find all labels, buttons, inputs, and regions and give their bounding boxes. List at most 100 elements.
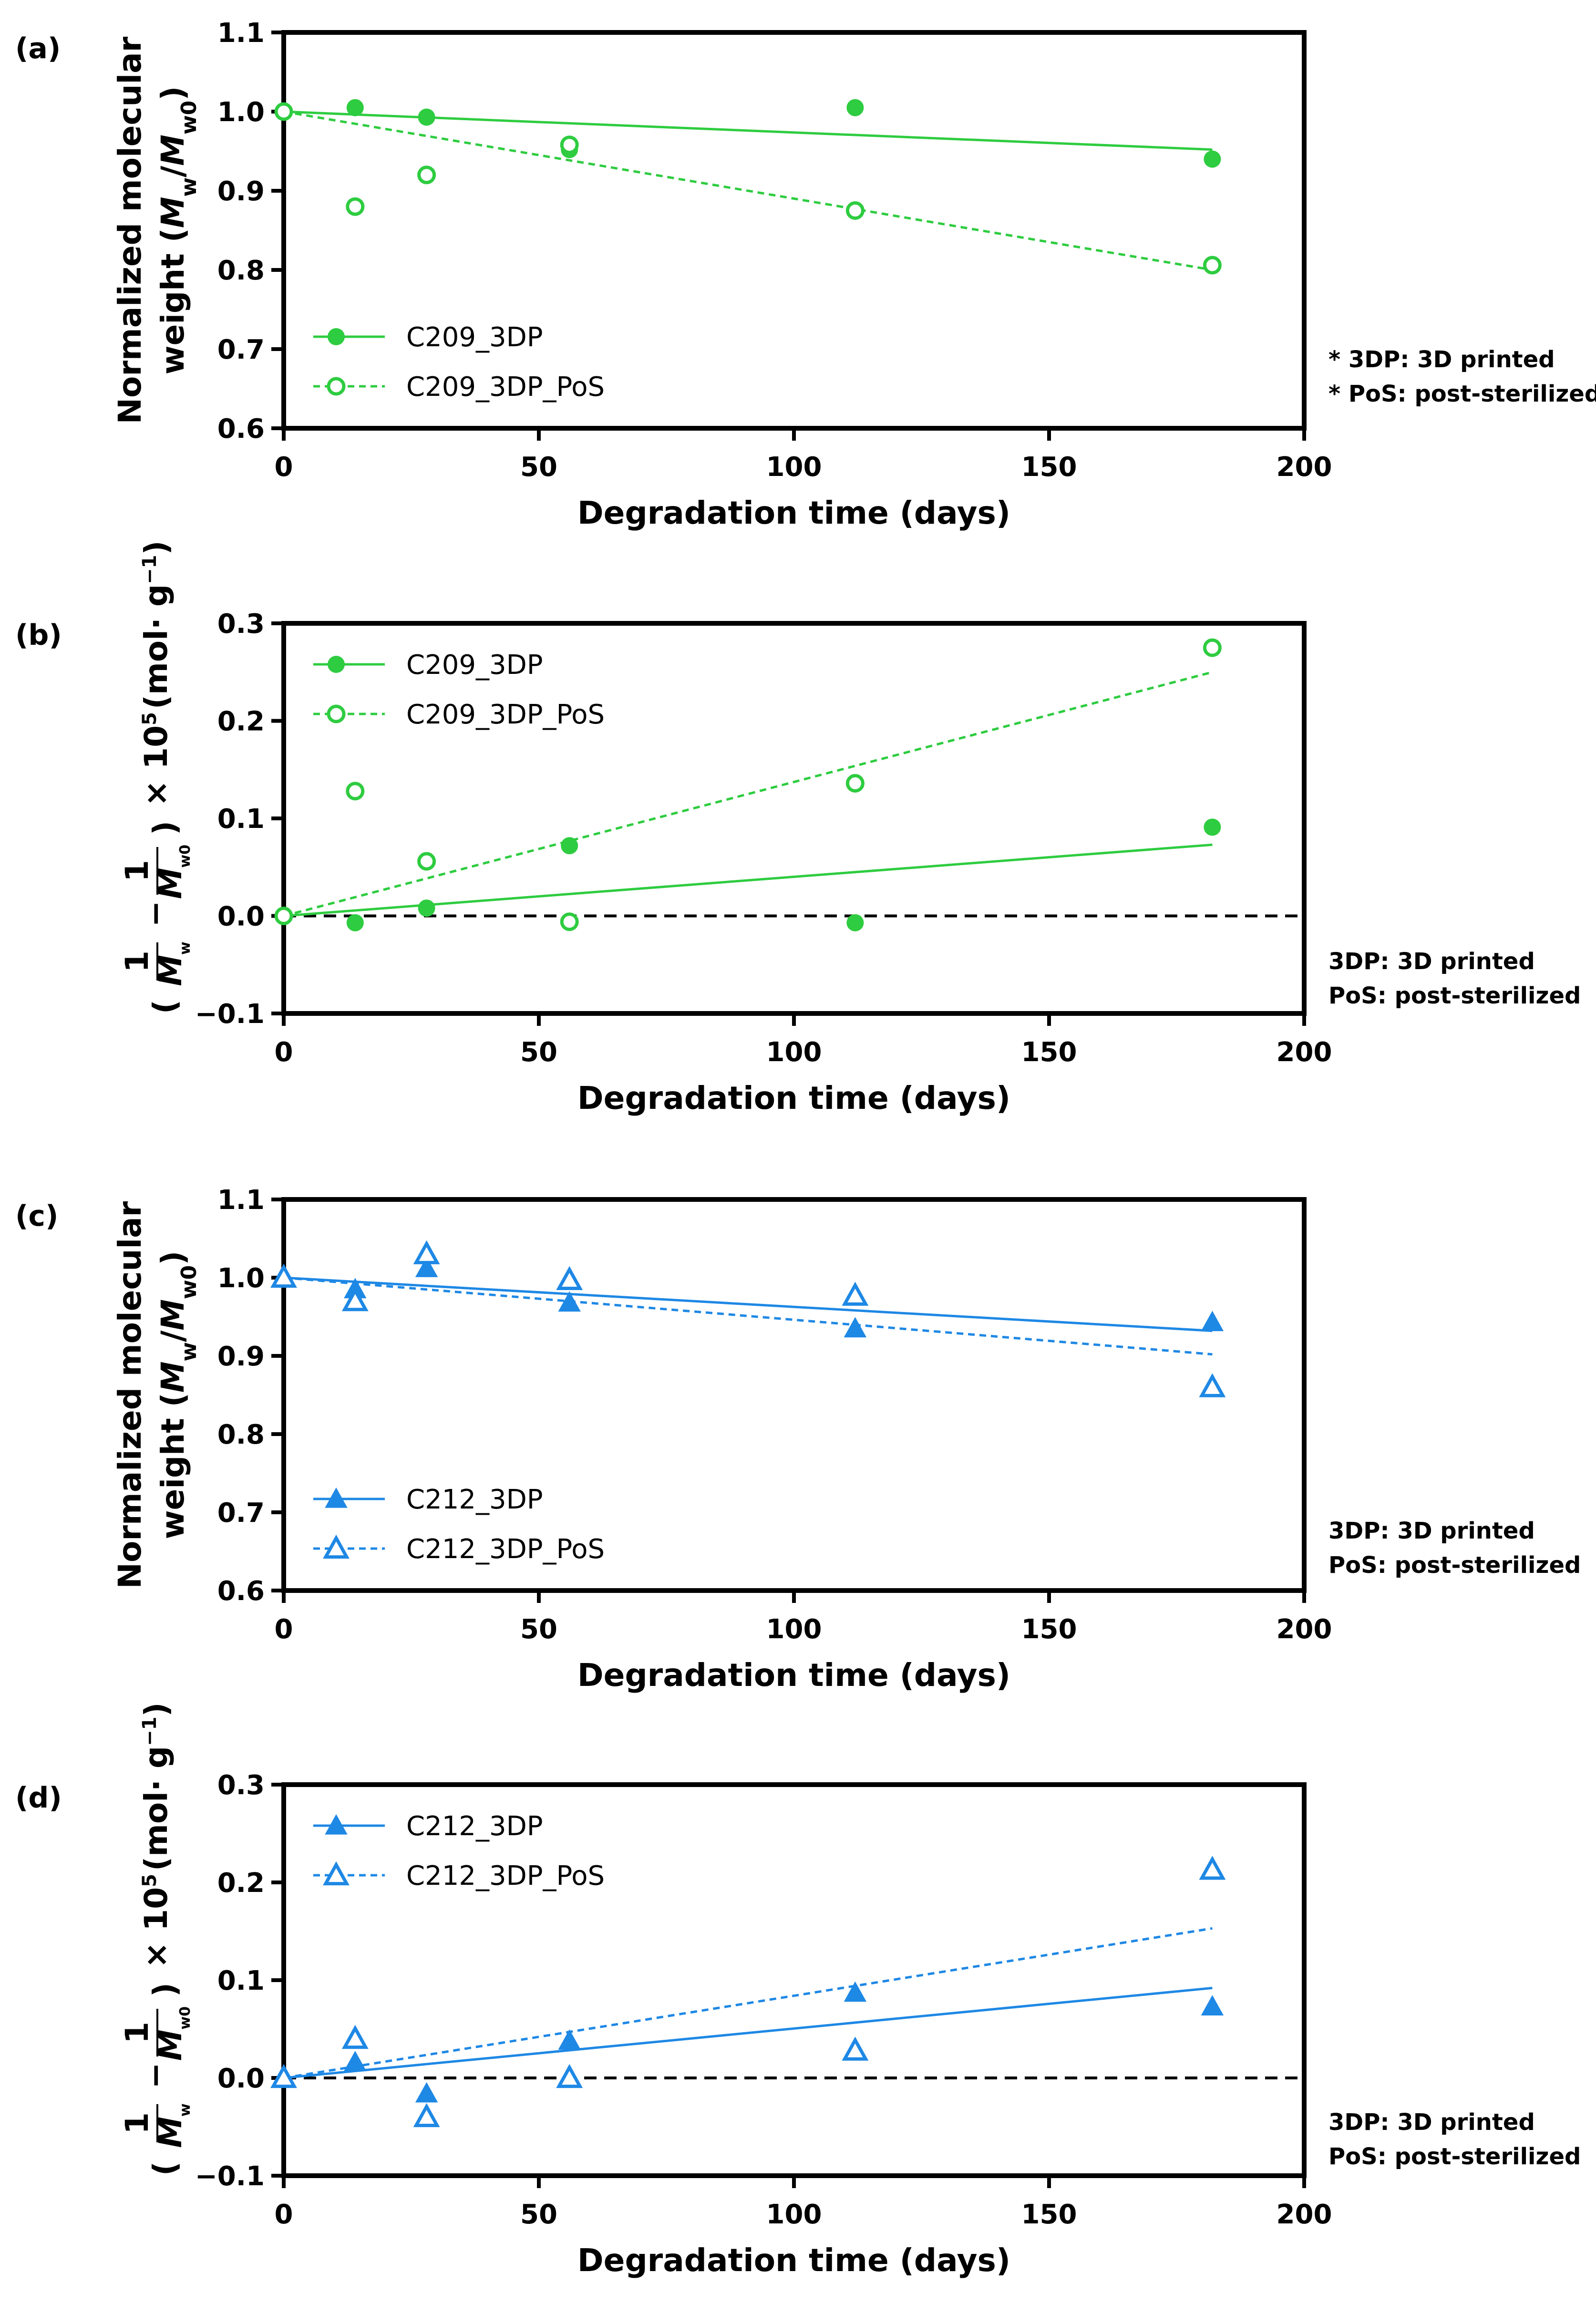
y-title-num1: 1 <box>119 951 155 972</box>
fit-line <box>283 843 1213 917</box>
x-axis-title: Degradation time (days) <box>577 1657 1010 1694</box>
legend-label: C209_3DP_PoS <box>406 699 605 730</box>
series-C212_3DP_PoS <box>270 1240 1226 1397</box>
series-C212_3DP_PoS <box>270 1856 1226 2128</box>
data-point <box>418 108 435 126</box>
data-point <box>844 1981 867 2002</box>
data-point <box>270 2064 297 2088</box>
y-tick-label: 0.3 <box>217 609 265 640</box>
x-tick-label: 100 <box>766 1037 822 1068</box>
legend-marker <box>328 328 345 345</box>
legend-label: C212_3DP <box>406 1811 543 1842</box>
legend-label: C209_3DP_PoS <box>406 372 605 403</box>
legend-label: C209_3DP <box>406 650 543 681</box>
y-title-paren-right: ) <box>146 821 183 835</box>
y-title-den1: Mw <box>152 2103 194 2148</box>
panel-b: (b) 0 50 100 150 200 −0.1 0.0 0.1 0.2 0.3 Degradati… <box>15 540 1581 1116</box>
y-axis-title-line1: Normalized molecular <box>112 1201 148 1589</box>
abbreviation-note: 3DP: 3D printed <box>1328 1518 1535 1544</box>
data-point <box>346 197 365 216</box>
x-tick-label: 0 <box>275 2199 293 2230</box>
fit-line <box>283 110 1213 151</box>
y-tick-label: 0.8 <box>217 1419 265 1450</box>
abbreviation-note: PoS: post-sterilized <box>1328 1552 1581 1579</box>
series-C209_3DP_PoS <box>274 102 1222 275</box>
data-point <box>558 2029 581 2050</box>
y-title-num2: 1 <box>119 2022 155 2044</box>
legend-item: C212_3DP <box>313 1811 543 1842</box>
y-tick-label: 0.8 <box>217 255 265 286</box>
legend-label: C212_3DP_PoS <box>406 1860 605 1891</box>
legend-marker <box>325 1814 348 1835</box>
y-title-paren-left: ( <box>146 2161 183 2176</box>
x-tick-label: 150 <box>1021 2199 1077 2230</box>
fit-line <box>283 1276 1213 1356</box>
data-point <box>560 135 579 155</box>
abbreviation-note: * PoS: post-sterilized <box>1328 381 1596 407</box>
data-point <box>1201 1995 1224 2015</box>
y-tick-label: 1.1 <box>217 18 265 49</box>
data-point <box>1203 256 1222 275</box>
plot-frame <box>281 30 1307 431</box>
data-point <box>845 774 865 793</box>
abbreviation-note: PoS: post-sterilized <box>1328 982 1581 1009</box>
y-tick-label: 0.7 <box>217 1498 265 1529</box>
y-axis-title: Normalized molecular weight (Mw/Mw0) <box>112 1201 201 1589</box>
series-C209_3DP <box>275 818 1221 931</box>
x-tick-label: 200 <box>1277 2199 1332 2230</box>
data-point <box>417 165 436 185</box>
x-tick-label: 50 <box>520 1037 557 1068</box>
x-tick-label: 50 <box>520 1614 557 1645</box>
y-axis-title-line1: Normalized molecular <box>112 36 148 424</box>
data-point <box>415 1257 438 1277</box>
data-point <box>417 852 436 871</box>
legend-item: C209_3DP_PoS <box>313 372 605 403</box>
data-point <box>274 102 293 121</box>
data-point <box>1204 150 1221 168</box>
series-C212_3DP <box>272 1981 1224 2103</box>
x-axis-title: Degradation time (days) <box>577 1080 1010 1116</box>
x-tick-label: 200 <box>1277 1037 1332 1068</box>
y-tick-label: 0.6 <box>217 413 265 444</box>
data-point <box>556 1266 583 1291</box>
data-point <box>415 2082 438 2103</box>
plot-frame <box>281 1782 1307 2178</box>
fit-line <box>283 1927 1213 2079</box>
data-point <box>418 899 435 917</box>
x-tick-label: 150 <box>1021 452 1077 483</box>
legend-label: C209_3DP <box>406 322 543 353</box>
data-point <box>842 2036 869 2061</box>
y-title-den1: Mw <box>152 941 194 986</box>
abbreviation-note: PoS: post-sterilized <box>1328 2143 1581 2170</box>
y-tick-label: 1.0 <box>217 97 265 128</box>
y-axis-title: Normalized molecular weight (Mw/Mw0) <box>112 36 201 424</box>
y-title-den2: Mw0 <box>152 845 194 899</box>
panel-label: (c) <box>15 1199 58 1233</box>
data-point <box>341 2025 369 2049</box>
y-tick-label: 0.0 <box>217 2063 265 2094</box>
x-tick-label: 150 <box>1021 1037 1077 1068</box>
data-point <box>413 2103 440 2128</box>
panel-label: (d) <box>15 1781 62 1815</box>
data-point <box>413 1240 440 1264</box>
data-point <box>846 99 864 116</box>
data-point <box>346 914 364 931</box>
y-tick-label: 0.1 <box>217 1965 265 1996</box>
legend-marker <box>323 1534 350 1559</box>
legend-item: C209_3DP <box>313 650 543 681</box>
y-title-num1: 1 <box>119 2112 155 2134</box>
y-tick-label: 0.1 <box>217 804 265 835</box>
x-tick-label: 0 <box>275 452 293 483</box>
plot-frame <box>281 1197 1307 1593</box>
data-point <box>845 201 865 220</box>
x-tick-label: 50 <box>520 452 557 483</box>
y-title-paren-left: ( <box>146 1000 183 1014</box>
y-tick-label: 1.0 <box>217 1263 265 1294</box>
fit-line <box>283 1276 1213 1333</box>
y-title-units: × 105(mol· g−1) <box>138 1702 175 1968</box>
y-tick-label: 0.9 <box>217 1341 265 1372</box>
y-tick-label: −0.1 <box>195 999 265 1030</box>
